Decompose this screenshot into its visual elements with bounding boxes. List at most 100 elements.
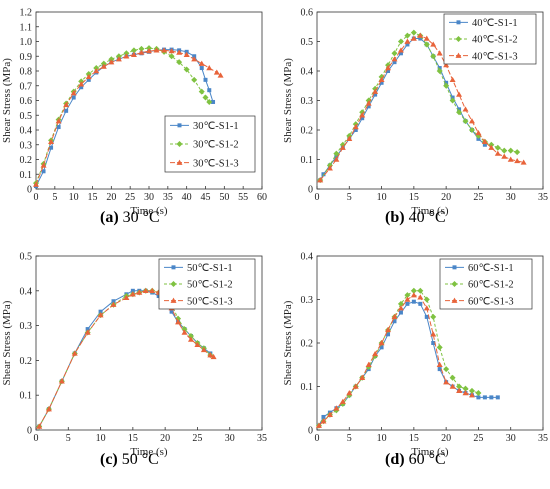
- data-point: [436, 344, 443, 351]
- data-point: [365, 100, 372, 106]
- data-point: [41, 169, 46, 174]
- x-tick-label: 15: [128, 433, 138, 444]
- data-point: [200, 346, 207, 353]
- data-point: [71, 95, 76, 100]
- data-point: [410, 287, 417, 294]
- data-point: [93, 68, 100, 74]
- data-point: [97, 312, 104, 318]
- data-point: [507, 147, 514, 154]
- data-point: [191, 76, 198, 83]
- x-tick-label: 20: [441, 433, 451, 444]
- data-point: [418, 301, 423, 306]
- data-point: [352, 383, 359, 389]
- data-point: [443, 62, 450, 68]
- data-point: [317, 177, 324, 183]
- legend-label: 60℃-S1-3: [468, 296, 514, 307]
- legend-marker: [177, 123, 182, 128]
- data-point: [397, 38, 404, 45]
- data-point: [514, 149, 521, 156]
- data-point: [397, 47, 404, 53]
- x-tick-label: 35: [163, 192, 173, 203]
- data-point: [217, 72, 224, 78]
- legend-marker: [170, 281, 177, 287]
- data-point: [456, 109, 463, 116]
- legend-label: 30℃-S1-2: [193, 140, 239, 151]
- data-point: [333, 150, 340, 157]
- data-point: [385, 326, 392, 333]
- data-point: [386, 69, 391, 73]
- data-point: [372, 350, 379, 357]
- data-point: [391, 56, 398, 62]
- data-point: [58, 378, 65, 384]
- data-point: [353, 128, 358, 132]
- series-3: [317, 32, 527, 183]
- y-tick-label: 0.4: [20, 286, 33, 297]
- data-point: [85, 73, 92, 80]
- x-tick-label: 10: [96, 433, 106, 444]
- y-tick-label: 0.8: [20, 67, 33, 78]
- data-point: [56, 125, 61, 130]
- data-point: [443, 366, 450, 373]
- y-tick-label: 0.1: [20, 391, 33, 402]
- y-tick-label: 0: [308, 426, 313, 437]
- series-3: [315, 292, 475, 428]
- series-3: [33, 47, 224, 187]
- y-tick-label: 0.5: [20, 111, 33, 122]
- x-tick-label: 0: [34, 192, 39, 203]
- data-point: [514, 157, 521, 164]
- data-point: [130, 51, 137, 57]
- data-point: [64, 108, 69, 113]
- legend-label: 50℃-S1-3: [187, 296, 233, 307]
- x-tick-label: 50: [219, 192, 229, 203]
- legend: 40℃-S1-1 40℃-S1-2 40℃-S1-3: [443, 13, 537, 65]
- series-1: [316, 299, 500, 428]
- data-point: [71, 350, 78, 356]
- data-point: [86, 77, 91, 82]
- legend-marker: [176, 159, 183, 165]
- legend: 50℃-S1-1 50℃-S1-2 50℃-S1-3: [158, 258, 256, 310]
- data-point: [397, 305, 404, 311]
- x-tick-label: 30: [225, 433, 235, 444]
- data-point: [149, 287, 156, 293]
- data-point: [404, 292, 411, 299]
- data-point: [320, 418, 327, 424]
- data-point: [138, 45, 145, 52]
- data-point: [181, 329, 188, 335]
- data-point: [366, 104, 371, 109]
- data-point: [501, 153, 508, 159]
- y-tick-label: 0.6: [301, 8, 314, 19]
- data-point: [202, 94, 209, 101]
- y-tick-label: 0.2: [301, 126, 314, 137]
- legend-marker: [452, 265, 457, 270]
- data-point: [206, 65, 213, 71]
- data-point: [315, 422, 322, 428]
- chart-panel-1: 0 5 10 15 20 25 30 35 40 45 50 55 6000.10.20.30.40.5…: [1, 8, 267, 227]
- x-tick-label: 5: [347, 433, 352, 444]
- x-tick-label: 45: [201, 192, 211, 203]
- data-point: [123, 294, 130, 300]
- data-point: [443, 379, 450, 385]
- chart-panel-4: 0 5 10 15 20 25 30 35 0 0.1 0.2 0.3 0.4 Time (s) Shear…: [282, 252, 548, 469]
- data-point: [346, 135, 353, 142]
- data-point: [456, 387, 463, 394]
- y-tick-label: 0.1: [301, 155, 314, 166]
- data-point: [481, 138, 488, 144]
- data-point: [462, 118, 469, 125]
- data-point: [176, 49, 183, 55]
- data-point: [339, 398, 346, 404]
- legend-marker: [171, 265, 176, 270]
- x-tick-label: 5: [347, 192, 352, 203]
- series-2: [315, 287, 482, 429]
- caption-letter: (d): [385, 451, 405, 468]
- legend-label: 40℃-S1-1: [472, 18, 518, 29]
- data-point: [489, 395, 494, 400]
- data-point: [373, 92, 378, 97]
- data-point: [55, 118, 62, 124]
- data-point: [462, 390, 469, 396]
- y-tick-label: 0: [27, 426, 32, 437]
- x-tick-label: 10: [377, 192, 387, 203]
- y-tick-label: 0.2: [20, 356, 33, 367]
- legend-marker: [455, 36, 462, 42]
- data-point: [321, 172, 326, 177]
- x-tick-label: 35: [538, 192, 548, 203]
